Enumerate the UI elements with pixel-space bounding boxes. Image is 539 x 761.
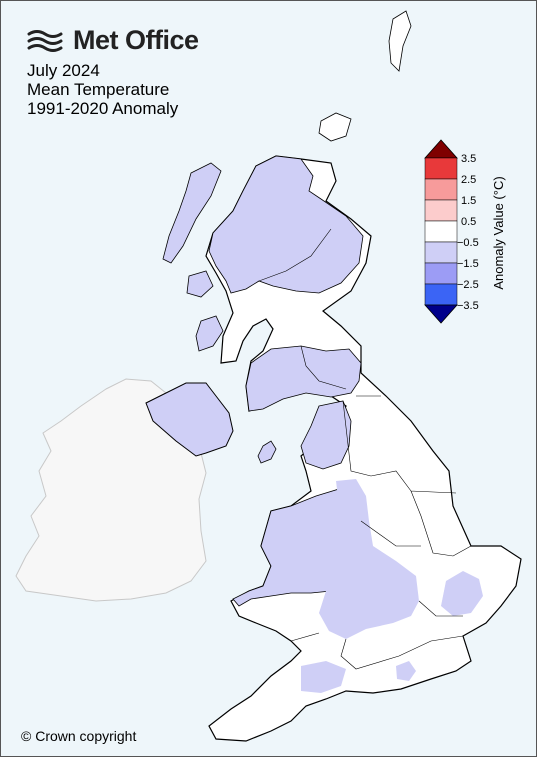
colorbar-bin-6 [424,262,458,285]
title-line-period: July 2024 [27,61,100,80]
colorbar-bin-1 [424,157,458,180]
colorbar-bin-7 [424,283,458,306]
colorbar-tick-label: −1.5 [457,258,479,270]
colorbar-bin-2 [424,178,458,201]
south-coast-patch [396,661,416,681]
colorbar: 3.5 2.5 1.5 0.5 −0.5 −1.5 −2.5 −3.5 Anom… [424,139,506,324]
nw-england [300,400,352,470]
copyright-notice: © Crown copyright [21,728,137,744]
mull [195,315,224,352]
region-borders [258,228,472,670]
orkney [318,112,352,142]
skye [186,270,214,298]
colorbar-tick-label: 2.5 [461,174,476,186]
colorbar-tick-label: 3.5 [461,153,476,165]
title-line-variable: Mean Temperature [27,80,170,99]
map-title: July 2024 Mean Temperature 1991-2020 Ano… [27,61,178,118]
isle-of-man [257,440,277,464]
met-office-wave-icon [27,29,63,52]
outer-hebrides [162,162,222,264]
colorbar-bottom-extension [424,304,458,324]
logo-wordmark: Met Office [73,25,199,55]
gb-mainland [205,155,522,742]
met-office-logo: Met Office [27,25,199,56]
scotland-north [208,155,364,294]
colorbar-top-extension [424,139,458,159]
colorbar-bin-4 [424,220,458,243]
colorbar-tick-label: 0.5 [461,216,476,228]
colorbar-tick-label: 1.5 [461,195,476,207]
sw-england-patch [301,661,346,693]
scotland-south [245,345,362,412]
colorbar-tick-label: −0.5 [457,237,479,249]
colorbar-bin-3 [424,199,458,222]
colorbar-axis-label: Anomaly Value (°C) [491,176,506,289]
colorbar-tick-label: −3.5 [457,300,479,312]
colorbar-tick-label: −2.5 [457,279,479,291]
shetland [388,10,412,72]
midlands [319,479,419,639]
east-anglia-patch [441,571,483,616]
title-line-baseline: 1991-2020 Anomaly [27,99,179,118]
northern-ireland [145,382,234,457]
colorbar-bin-5 [424,241,458,264]
